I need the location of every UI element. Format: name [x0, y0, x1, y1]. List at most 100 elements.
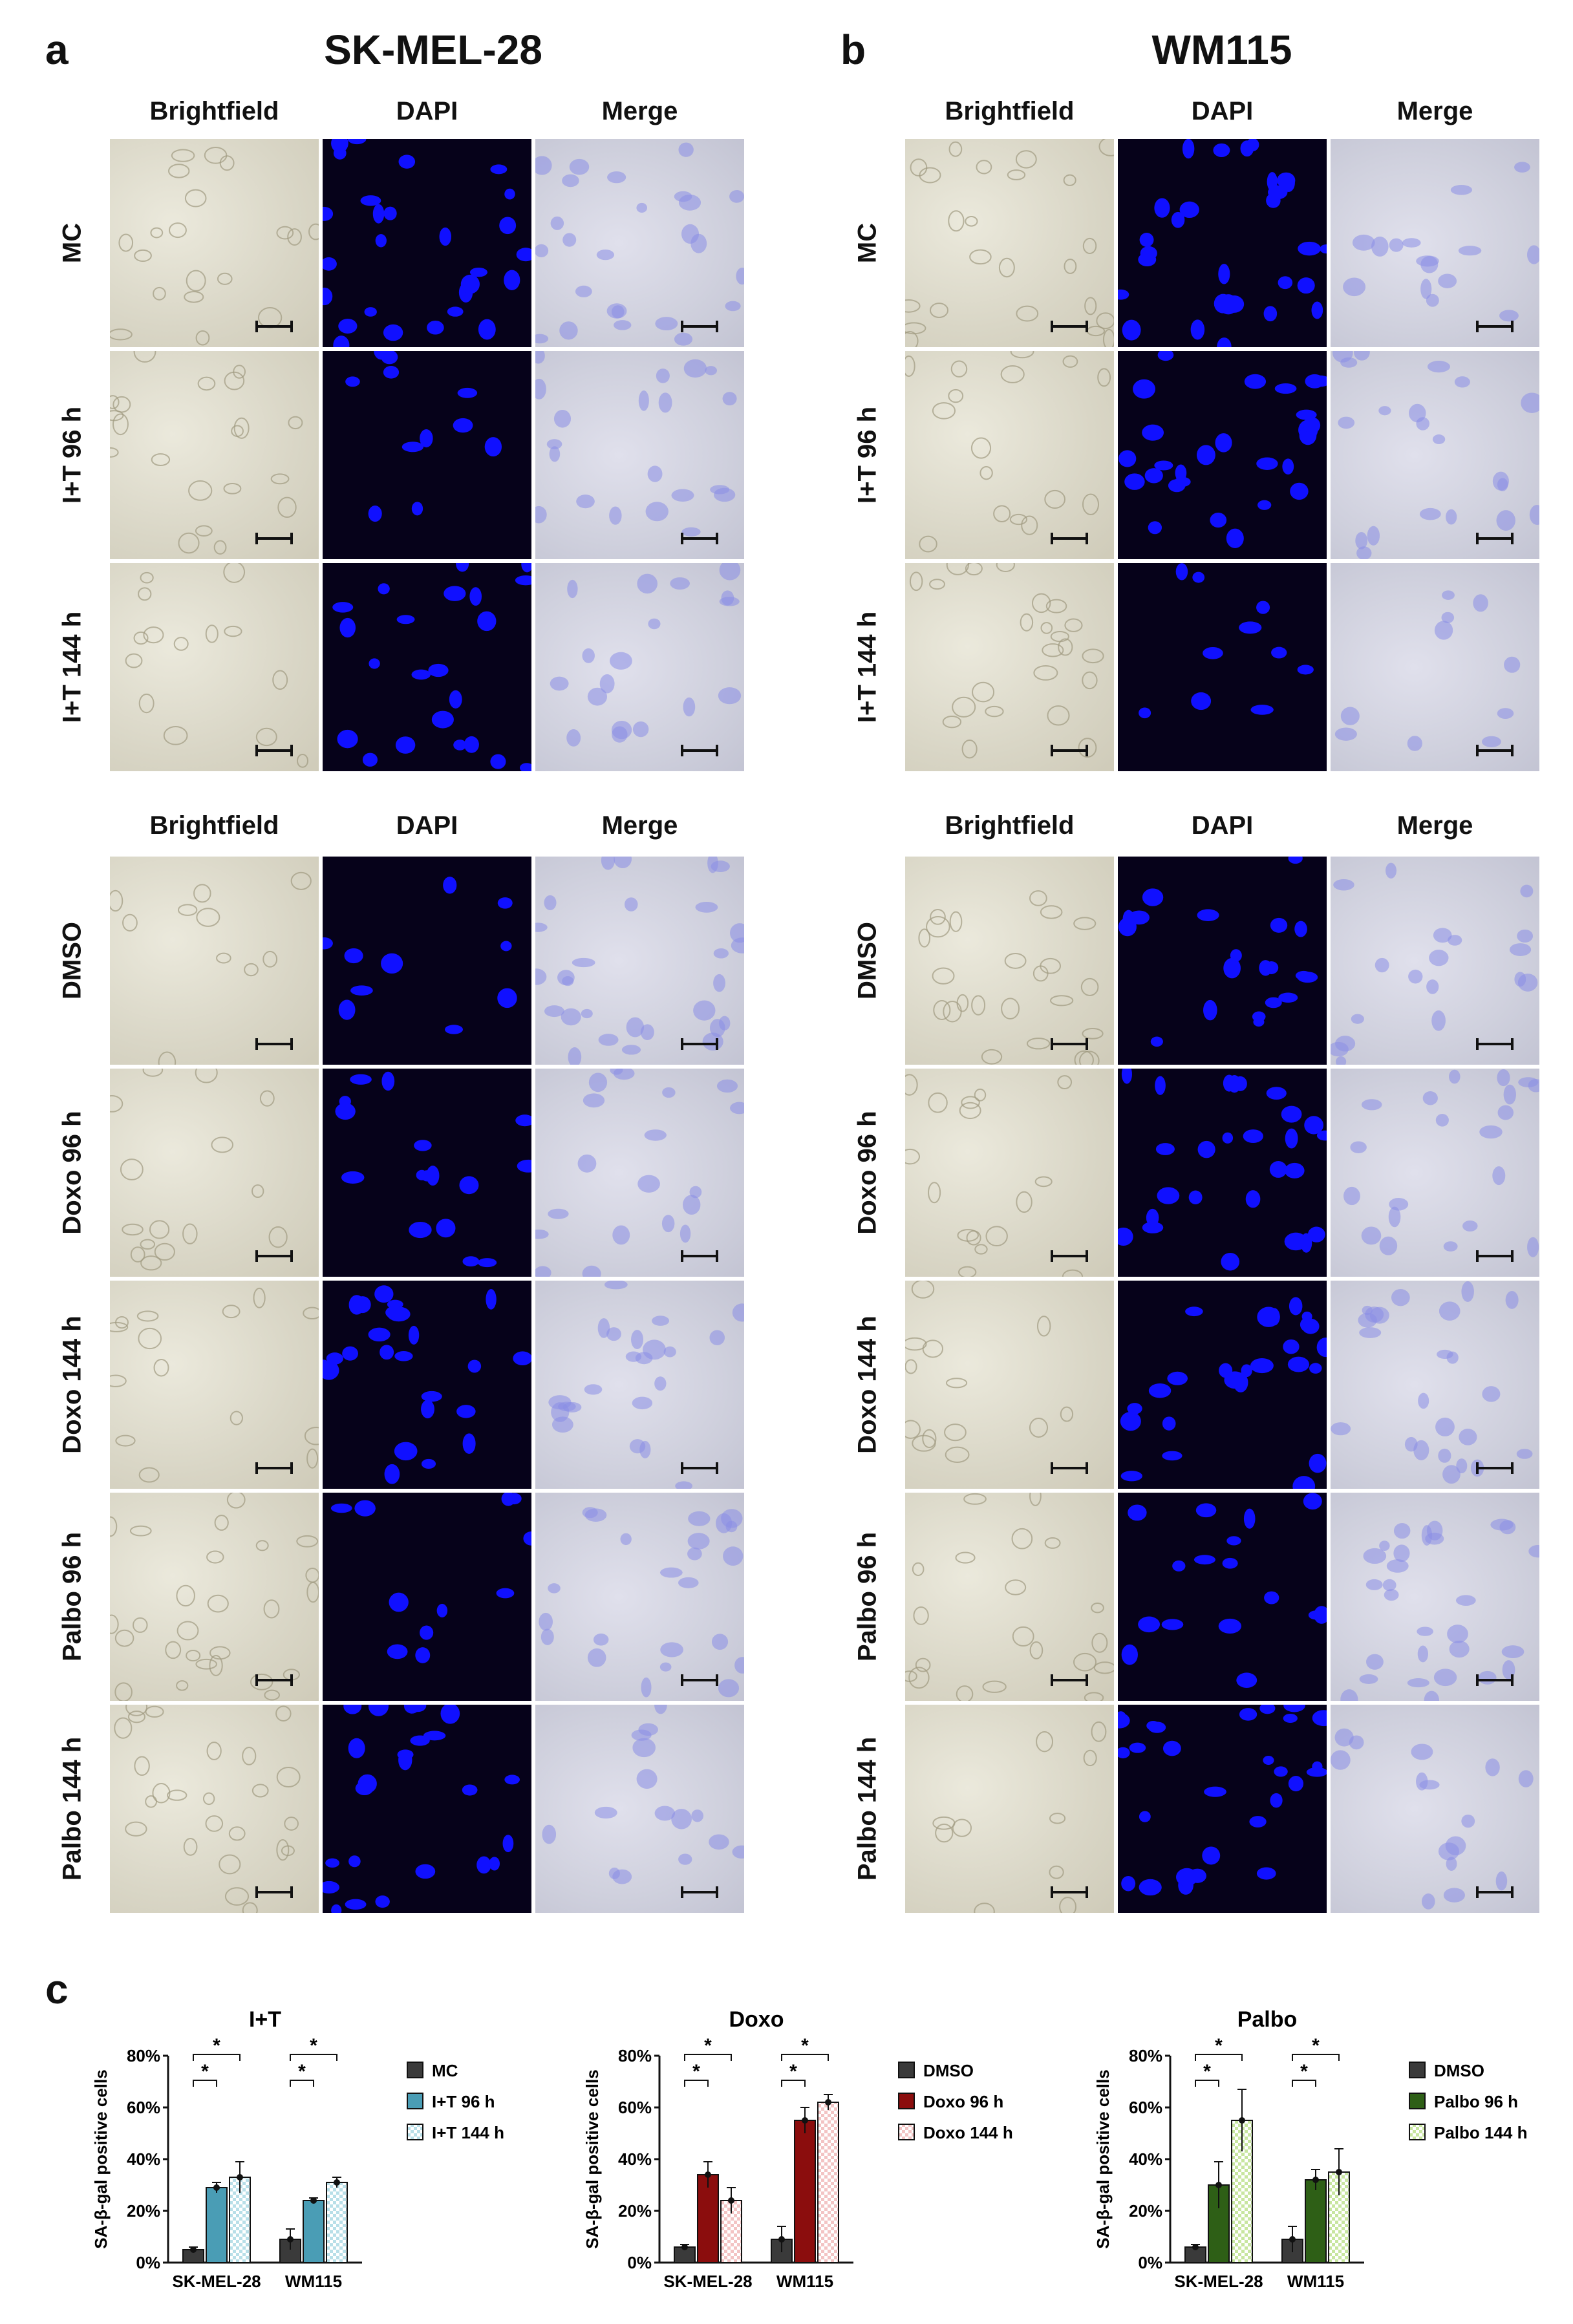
- y-tick-label: 60%: [618, 2098, 652, 2117]
- significance-star: *: [1203, 2061, 1211, 2082]
- panel-b-bottom-bf-image: [905, 1493, 1114, 1701]
- panel-a-top-dapi-image: [323, 563, 531, 771]
- significance-star: *: [201, 2061, 209, 2082]
- panel-b-bottom-merge-image: [1331, 1069, 1539, 1277]
- panel-b-title: WM115: [1151, 27, 1292, 73]
- panel-a-bottom-col-header: DAPI: [396, 811, 458, 840]
- data-point: [190, 2246, 197, 2253]
- y-tick-label: 40%: [127, 2149, 160, 2169]
- legend-label: Doxo 96 h: [923, 2092, 1003, 2111]
- significance-bracket: [1292, 2080, 1316, 2087]
- significance-star: *: [801, 2035, 809, 2056]
- panel-b-bottom-merge-image: [1331, 1705, 1539, 1913]
- panel-b-bottom-col-header: DAPI: [1191, 811, 1254, 840]
- panel-b-bottom-col-header: Brightfield: [945, 811, 1075, 840]
- x-tick-label: WM115: [776, 2272, 833, 2291]
- significance-star: *: [298, 2061, 306, 2082]
- y-tick-label: 20%: [618, 2201, 652, 2221]
- legend-label: I+T 144 h: [432, 2123, 504, 2142]
- significance-bracket: [193, 2054, 241, 2061]
- y-tick-label: 80%: [127, 2046, 160, 2065]
- legend-swatch: [407, 2062, 423, 2078]
- legend-label: DMSO: [923, 2061, 974, 2080]
- x-tick-label: SK-MEL-28: [172, 2272, 261, 2291]
- scale-bar: [255, 1886, 293, 1898]
- legend-swatch: [407, 2124, 423, 2140]
- panel-a-top-bf-image: [110, 139, 319, 347]
- y-tick-label: 80%: [1129, 2046, 1162, 2065]
- panel-b-bottom-row-label: Doxo 96 h: [853, 1111, 882, 1235]
- scale-bar: [1476, 1674, 1514, 1686]
- scale-bar: [1476, 1886, 1514, 1898]
- scale-bar: [1051, 745, 1088, 756]
- data-point: [705, 2171, 711, 2178]
- significance-bracket: [193, 2080, 217, 2087]
- scale-bar: [1051, 1886, 1088, 1898]
- y-tick-label: 20%: [127, 2201, 160, 2221]
- panel-a-top-bf-image: [110, 563, 319, 771]
- panel-a-bottom-row-label: Palbo 96 h: [58, 1531, 87, 1662]
- scale-bar: [1476, 321, 1514, 332]
- y-tick-label: 40%: [618, 2149, 652, 2169]
- scale-bar: [1476, 1250, 1514, 1262]
- panel-a-bottom-col-header: Merge: [601, 811, 678, 840]
- y-tick-label: 0%: [627, 2253, 652, 2272]
- significance-bracket: [290, 2054, 337, 2061]
- panel-b-top-row-label: I+T 96 h: [853, 406, 882, 504]
- chart-title: Doxo: [729, 2007, 784, 2032]
- x-tick-label: SK-MEL-28: [1174, 2272, 1263, 2291]
- significance-bracket: [684, 2054, 732, 2061]
- scale-bar: [681, 533, 718, 544]
- panel-a-bottom-bf-image: [110, 1281, 319, 1489]
- panel-b-bottom-col-header: Merge: [1396, 811, 1473, 840]
- panel-a-bottom-row-label: DMSO: [58, 922, 87, 999]
- scale-bar: [255, 745, 293, 756]
- y-tick-label: 60%: [1129, 2098, 1162, 2117]
- panel-b-bottom-dapi-image: [1118, 1281, 1327, 1489]
- significance-star: *: [1300, 2061, 1308, 2082]
- panel-b-bottom-row-label: Doxo 144 h: [853, 1316, 882, 1454]
- panel-b-top-bf-image: [905, 351, 1114, 559]
- panel-a-bottom-bf-image: [110, 857, 319, 1065]
- legend-swatch: [898, 2093, 915, 2109]
- bar: [303, 2200, 325, 2263]
- data-point: [287, 2236, 294, 2243]
- panel-b-top-bf-image: [905, 563, 1114, 771]
- panel-b-bottom-row-label: DMSO: [853, 922, 882, 999]
- chart-ylabel: SA-β-gal positive cells: [91, 2069, 111, 2248]
- scale-bar: [681, 1038, 718, 1050]
- data-point: [1336, 2169, 1342, 2175]
- bar: [206, 2187, 228, 2263]
- panel-a-top-merge-image: [535, 563, 744, 771]
- panel-a-bottom-bf-image: [110, 1069, 319, 1277]
- data-point: [213, 2184, 220, 2191]
- y-tick-label: 80%: [618, 2046, 652, 2065]
- x-tick-label: WM115: [1287, 2272, 1344, 2291]
- panel-b-bottom-merge-image: [1331, 857, 1539, 1065]
- chart-it: I+T SA-β-gal positive cells 0% 20% 40% 60% 80%…: [78, 1998, 569, 2321]
- chart-ylabel: SA-β-gal positive cells: [583, 2069, 602, 2248]
- panel-b-top-col-header: Brightfield: [945, 97, 1075, 125]
- panel-a-top-col-header: Brightfield: [149, 97, 279, 125]
- panel-a-top-row-label: MC: [58, 222, 87, 264]
- scale-bar: [681, 1674, 718, 1686]
- legend-swatch: [1409, 2093, 1426, 2109]
- panel-b-top-col-header: Merge: [1396, 97, 1473, 125]
- panel-a-top-col-header: DAPI: [396, 97, 458, 125]
- legend-label: Palbo 144 h: [1434, 2123, 1528, 2142]
- panel-c-letter: c: [45, 1966, 69, 2012]
- scale-bar: [255, 1462, 293, 1474]
- panel-a-bottom-bf-image: [110, 1705, 319, 1913]
- significance-star: *: [789, 2061, 797, 2082]
- panel-b-top-col-header: DAPI: [1191, 97, 1254, 125]
- data-point: [802, 2117, 808, 2124]
- panel-a-top-dapi-image: [323, 351, 531, 559]
- bar: [326, 2182, 348, 2263]
- data-point: [681, 2244, 688, 2250]
- legend-label: Doxo 144 h: [923, 2123, 1013, 2142]
- chart-svg: Palbo SA-β-gal positive cells 0% 20% 40% 60% 8…: [1093, 2007, 1528, 2291]
- scale-bar: [681, 1462, 718, 1474]
- significance-bracket: [781, 2080, 806, 2087]
- panel-a-letter: a: [45, 27, 69, 73]
- panel-a-bottom-row-label: Doxo 96 h: [58, 1111, 87, 1235]
